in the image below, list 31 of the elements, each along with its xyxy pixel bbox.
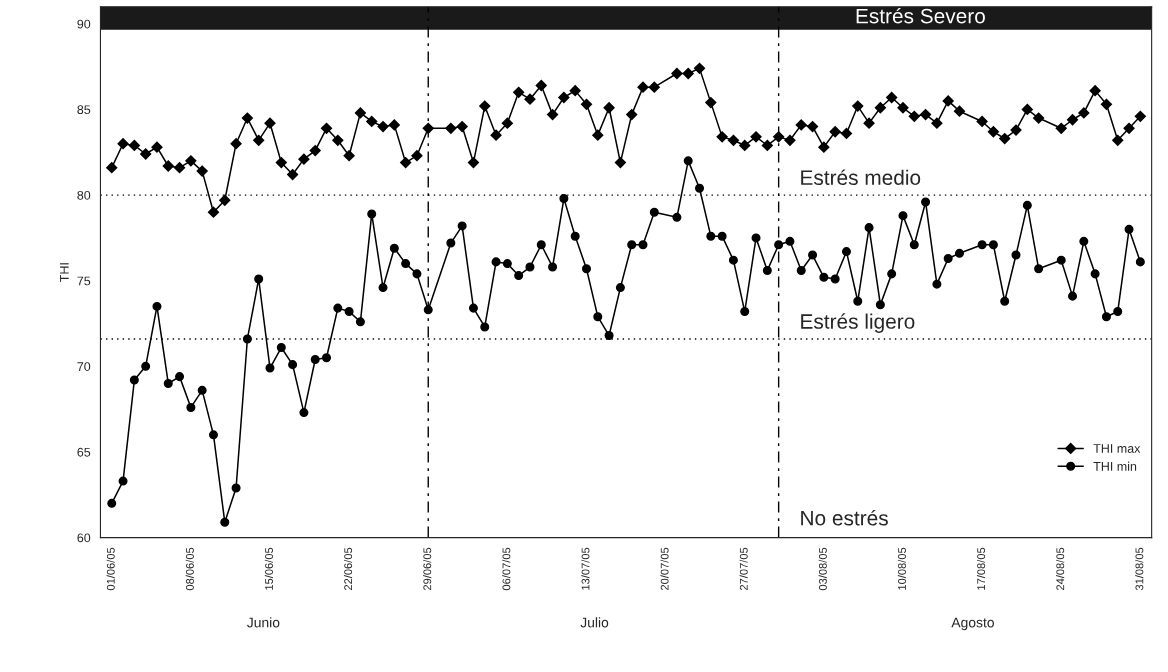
text: Julio	[580, 617, 609, 628]
x-tick-label: 22/06/05	[343, 547, 353, 591]
x-tick-label: 31/08/05	[1135, 547, 1144, 591]
ref-line-label: Estrés ligero	[801, 313, 915, 333]
x-tick-label: 24/08/05	[1056, 547, 1065, 591]
x-tick-label: 27/07/05	[739, 547, 748, 591]
x-tick-label: 06/07/05	[502, 547, 511, 591]
x-tick-label: 29/06/05	[423, 547, 432, 591]
y-tick-label: 80	[77, 190, 91, 200]
annotation: No estrés	[801, 509, 888, 526]
y-tick-label: 70	[77, 362, 91, 371]
x-tick-label: 01/06/05	[106, 547, 115, 591]
y-tick-label: 85	[77, 105, 91, 115]
legend-label: THI min	[1093, 461, 1137, 471]
x-tick-label: 08/06/05	[185, 547, 194, 591]
text: Agosto	[951, 617, 994, 631]
x-tick-label: 10/08/05	[897, 547, 906, 590]
x-tick-label: 13/07/05	[581, 547, 590, 590]
y-axis-title: THI	[60, 263, 69, 282]
ref-line-label: Estrés medio	[801, 169, 921, 185]
legend-label: THI max	[1093, 444, 1141, 453]
x-tick-label: 15/06/05	[264, 547, 273, 590]
text: Junio	[247, 617, 280, 628]
band-label: Estrés Severo	[856, 7, 985, 24]
x-tick-label: 17/08/05	[976, 547, 986, 590]
x-tick-label: 03/08/05	[818, 547, 827, 591]
y-tick-label: 75	[77, 276, 91, 286]
x-tick-label: 20/07/05	[660, 547, 669, 591]
y-tick-label: 90	[77, 19, 91, 29]
y-tick-label: 60	[77, 533, 91, 543]
y-tick-label: 65	[77, 447, 91, 457]
